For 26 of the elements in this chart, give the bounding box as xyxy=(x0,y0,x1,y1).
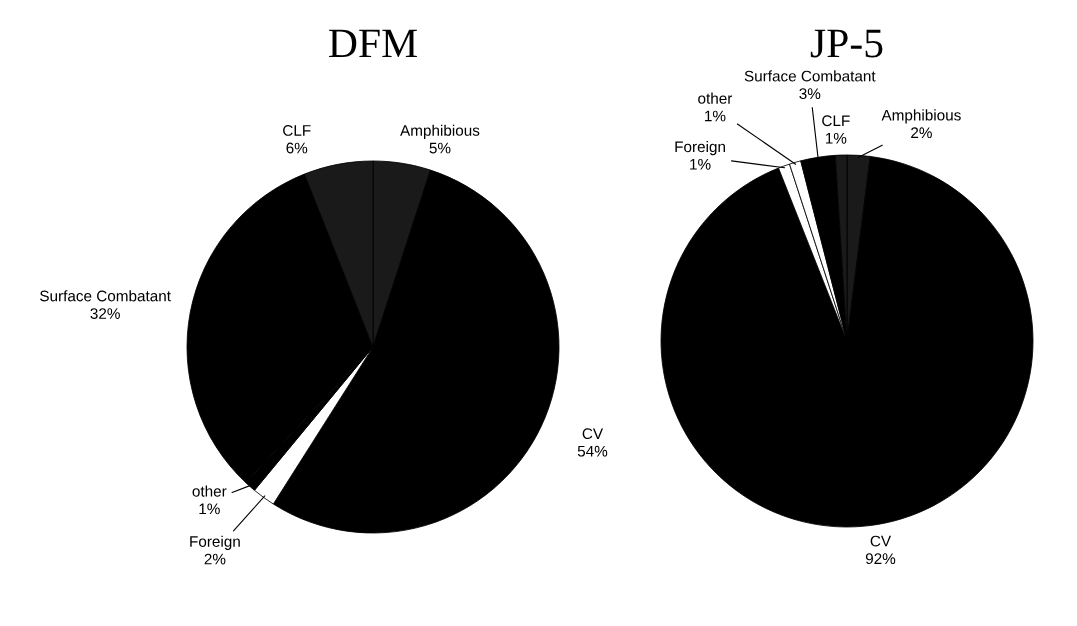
data-label: 32% xyxy=(90,308,120,319)
data-label: 2% xyxy=(911,127,932,139)
slice-label: CLF xyxy=(822,115,850,127)
data-label: 1% xyxy=(705,110,726,122)
slice-label: Foreign xyxy=(190,535,240,550)
data-label: 1% xyxy=(199,503,220,515)
chart-title: JP-5 xyxy=(810,29,883,58)
data-label: 5% xyxy=(429,142,451,154)
slice-label: Amphibious xyxy=(881,109,961,124)
data-label: 6% xyxy=(286,142,308,154)
slice-label: CV xyxy=(870,535,892,547)
data-label: 1% xyxy=(690,158,711,170)
data-label: 2% xyxy=(204,553,226,565)
data-label: 1% xyxy=(825,132,847,144)
slice-label: CV xyxy=(582,428,604,440)
slice-label: other xyxy=(192,485,227,497)
slice-label: Amphibious xyxy=(400,124,480,139)
slice-label: other xyxy=(698,92,733,104)
slice-label: Foreign xyxy=(675,140,725,156)
data-label: 54% xyxy=(577,445,608,457)
slice-label: Surface Combatant xyxy=(40,290,171,302)
slice-label: CLF xyxy=(283,125,311,136)
chart-title: DFM xyxy=(329,29,417,58)
data-label: 3% xyxy=(799,88,821,100)
slice-label: Surface Combatant xyxy=(744,70,876,82)
data-label: 92% xyxy=(865,553,896,565)
